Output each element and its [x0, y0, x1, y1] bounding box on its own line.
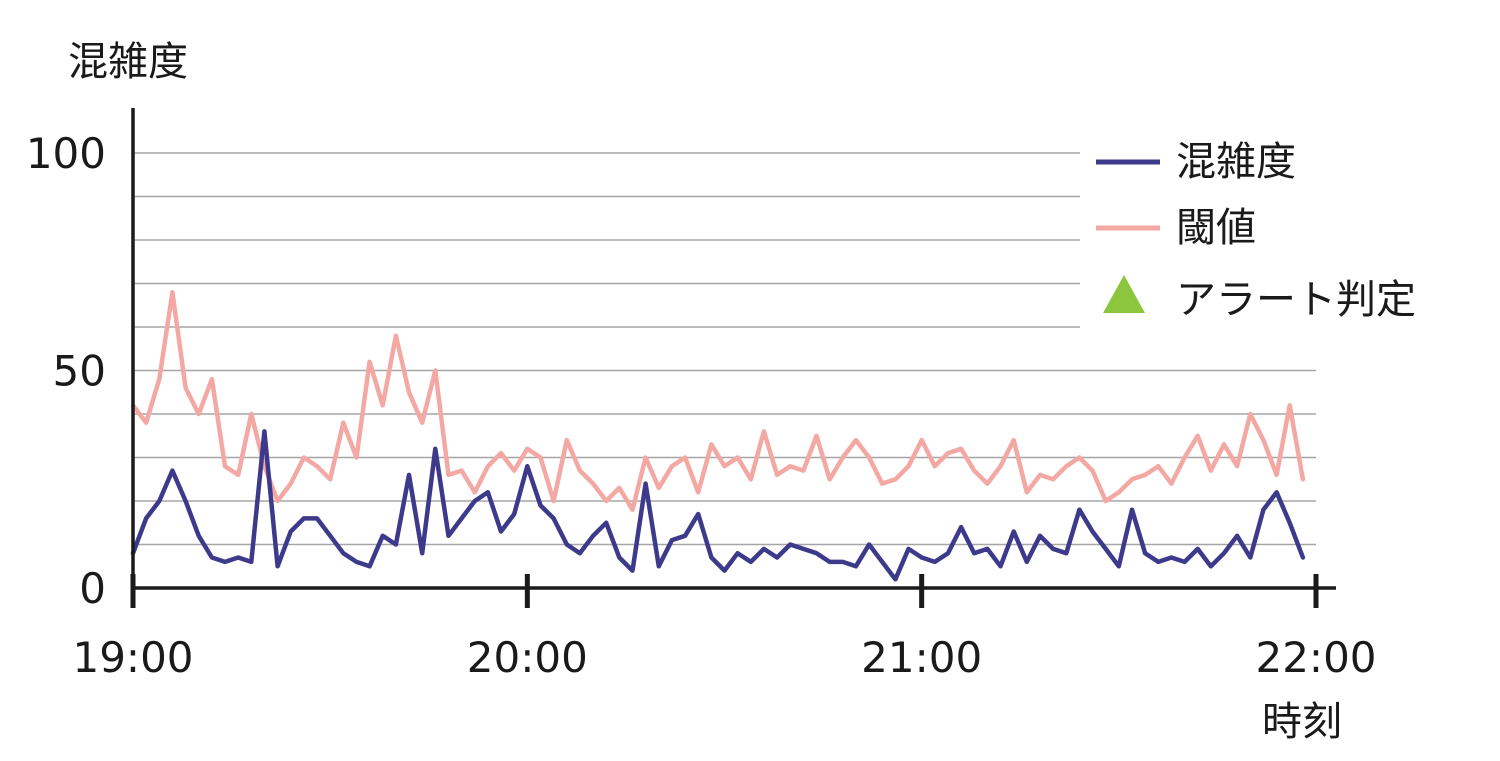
y-tick-label: 0 — [79, 564, 106, 613]
x-axis-title: 時刻 — [1262, 699, 1342, 745]
tick-labels: 19:00 20:00 21:00 22:00 0 50 100 — [26, 129, 1377, 682]
legend-label-alert: アラート判定 — [1176, 277, 1416, 323]
y-tick-label: 50 — [53, 347, 106, 396]
axes — [131, 108, 1336, 590]
series-layer — [130, 289, 1306, 582]
legend-label-threshold: 閾値 — [1176, 205, 1256, 251]
x-tick-label: 22:00 — [1255, 633, 1376, 682]
legend: 混雑度 閾値 アラート判定 — [1080, 128, 1440, 328]
y-axis-title: 混雑度 — [68, 39, 188, 85]
y-tick-label: 100 — [26, 129, 106, 178]
legend-triangle-icon — [1103, 275, 1145, 313]
x-tick-label: 20:00 — [467, 633, 588, 682]
x-tick-label: 19:00 — [72, 633, 193, 682]
congestion-series-line — [130, 429, 1306, 582]
x-tick-label: 21:00 — [861, 633, 982, 682]
threshold-series-line — [130, 289, 1306, 512]
legend-label-congestion: 混雑度 — [1176, 139, 1296, 185]
